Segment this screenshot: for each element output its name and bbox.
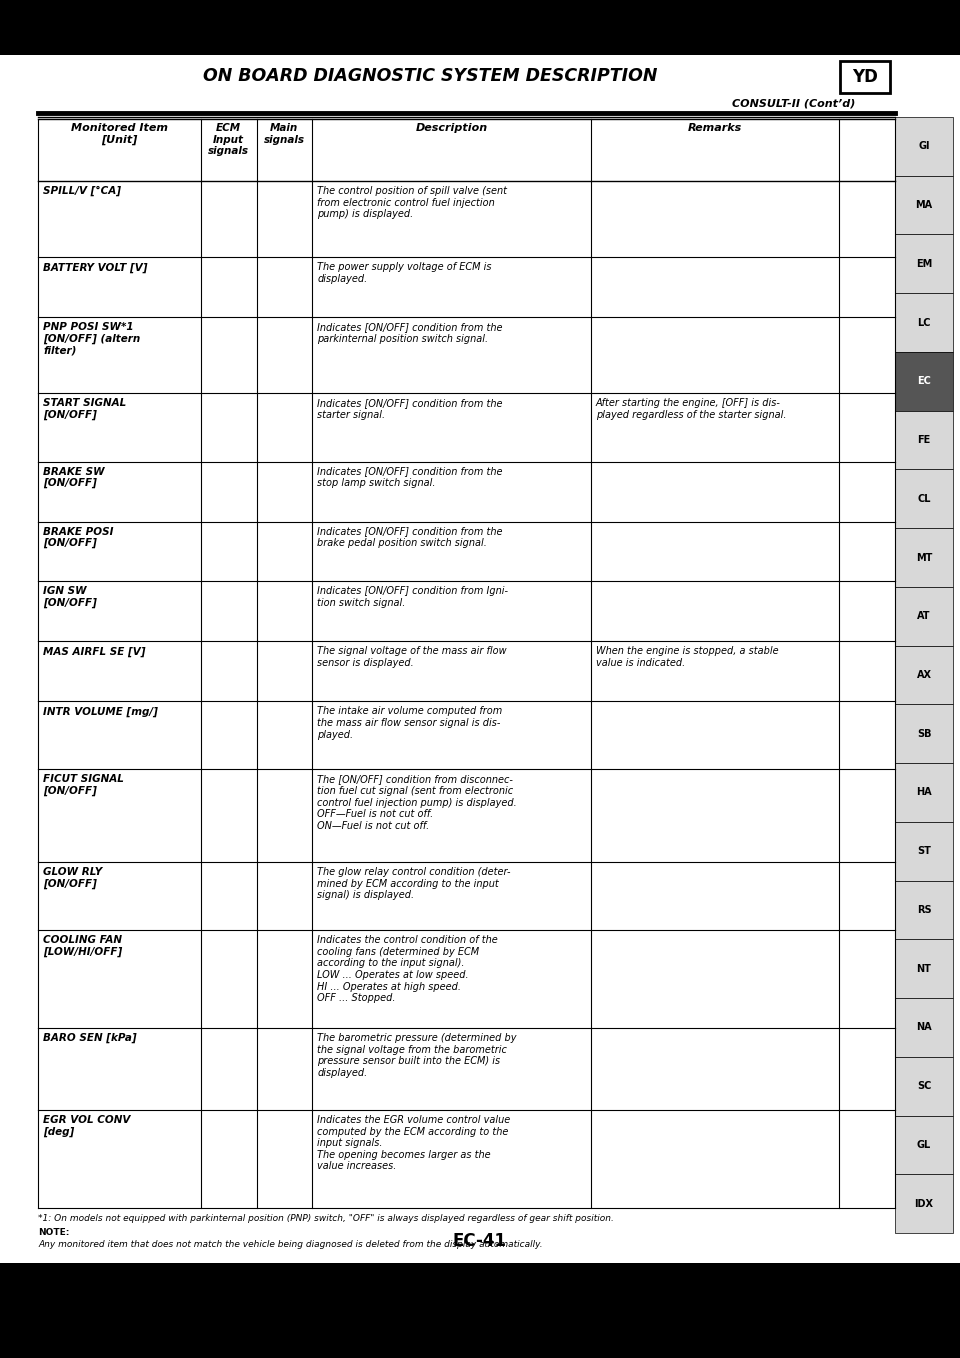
Text: Indicates [ON/OFF] condition from Igni-
tion switch signal.: Indicates [ON/OFF] condition from Igni- … (317, 587, 508, 608)
Bar (895, 175, 953, 235)
Text: EC-41: EC-41 (453, 1232, 507, 1249)
Text: The signal voltage of the mass air flow
sensor is displayed.: The signal voltage of the mass air flow … (317, 646, 507, 668)
Bar (895, 528, 953, 587)
Text: RS: RS (917, 904, 931, 915)
Text: CL: CL (917, 494, 931, 504)
Bar (38, 120, 895, 181)
Text: Any monitored item that does not match the vehicle being diagnosed is deleted fr: Any monitored item that does not match t… (38, 1240, 542, 1249)
Text: When the engine is stopped, a stable
value is indicated.: When the engine is stopped, a stable val… (596, 646, 779, 668)
Bar (895, 822, 953, 880)
Text: MAS AIRFL SE [V]: MAS AIRFL SE [V] (43, 646, 146, 657)
Text: Main
signals: Main signals (264, 124, 305, 144)
Text: GLOW RLY
[ON/OFF]: GLOW RLY [ON/OFF] (43, 866, 103, 889)
Bar (895, 1115, 953, 1175)
Text: START SIGNAL
[ON/OFF]: START SIGNAL [ON/OFF] (43, 398, 127, 421)
Text: Indicates [ON/OFF] condition from the
stop lamp switch signal.: Indicates [ON/OFF] condition from the st… (317, 467, 503, 488)
Bar (895, 352, 953, 410)
Bar (895, 117, 953, 175)
Text: After starting the engine, [OFF] is dis-
played regardless of the starter signal: After starting the engine, [OFF] is dis-… (596, 398, 786, 420)
Text: Indicates [ON/OFF] condition from the
starter signal.: Indicates [ON/OFF] condition from the st… (317, 398, 503, 420)
Text: Indicates the EGR volume control value
computed by the ECM according to the
inpu: Indicates the EGR volume control value c… (317, 1115, 511, 1172)
Text: SC: SC (917, 1081, 931, 1092)
Text: CONSULT-II (Cont’d): CONSULT-II (Cont’d) (732, 99, 855, 109)
Text: MT: MT (916, 553, 932, 562)
Bar (38, 462, 895, 521)
Text: ST: ST (917, 846, 931, 856)
Text: LC: LC (917, 318, 931, 327)
Bar (38, 1109, 895, 1209)
Text: NT: NT (917, 964, 931, 974)
Text: NOTE:: NOTE: (38, 1228, 69, 1237)
Text: Indicates [ON/OFF] condition from the
brake pedal position switch signal.: Indicates [ON/OFF] condition from the br… (317, 527, 503, 549)
Text: The barometric pressure (determined by
the signal voltage from the barometric
pr: The barometric pressure (determined by t… (317, 1033, 516, 1078)
Text: HA: HA (916, 788, 932, 797)
Bar (38, 641, 895, 701)
Bar (38, 770, 895, 862)
Text: BRAKE SW
[ON/OFF]: BRAKE SW [ON/OFF] (43, 467, 105, 489)
Bar (0, 0, 960, 56)
Text: COOLING FAN
[LOW/HI/OFF]: COOLING FAN [LOW/HI/OFF] (43, 936, 122, 957)
Text: The control position of spill valve (sent
from electronic control fuel injection: The control position of spill valve (sen… (317, 186, 507, 219)
Bar (38, 1028, 895, 1109)
Text: IGN SW
[ON/OFF]: IGN SW [ON/OFF] (43, 587, 97, 608)
Text: ON BOARD DIAGNOSTIC SYSTEM DESCRIPTION: ON BOARD DIAGNOSTIC SYSTEM DESCRIPTION (203, 67, 658, 86)
Bar (895, 1057, 953, 1115)
Bar (895, 998, 953, 1057)
Bar (38, 394, 895, 462)
Text: MA: MA (916, 200, 932, 210)
Bar (38, 930, 895, 1028)
Text: EC: EC (917, 376, 931, 386)
Text: The glow relay control condition (deter-
mined by ECM according to the input
sig: The glow relay control condition (deter-… (317, 866, 511, 900)
Bar (0, 1263, 960, 1358)
Text: IDX: IDX (915, 1199, 933, 1209)
Bar (895, 763, 953, 822)
Bar (38, 701, 895, 770)
Text: BATTERY VOLT [V]: BATTERY VOLT [V] (43, 262, 148, 273)
Bar (38, 181, 895, 257)
Bar (895, 470, 953, 528)
Text: SB: SB (917, 729, 931, 739)
Bar (895, 880, 953, 940)
Text: FE: FE (918, 435, 930, 445)
Bar (895, 293, 953, 352)
Text: YD: YD (852, 68, 878, 86)
Text: carmanualsonline.info: carmanualsonline.info (814, 1334, 945, 1347)
Text: Remarks: Remarks (688, 124, 742, 133)
Text: Description: Description (416, 124, 488, 133)
Bar (840, 61, 890, 92)
Text: GL: GL (917, 1139, 931, 1150)
Bar (895, 587, 953, 645)
Text: FICUT SIGNAL
[ON/OFF]: FICUT SIGNAL [ON/OFF] (43, 774, 124, 796)
Text: INTR VOLUME [mg/]: INTR VOLUME [mg/] (43, 706, 157, 717)
Text: Indicates [ON/OFF] condition from the
parkinternal position switch signal.: Indicates [ON/OFF] condition from the pa… (317, 322, 503, 344)
Bar (895, 940, 953, 998)
Text: ECM
Input
signals: ECM Input signals (208, 124, 250, 156)
Bar (38, 862, 895, 930)
Text: Indicates the control condition of the
cooling fans (determined by ECM
according: Indicates the control condition of the c… (317, 936, 498, 1004)
Text: The intake air volume computed from
the mass air flow sensor signal is dis-
play: The intake air volume computed from the … (317, 706, 502, 740)
Bar (895, 235, 953, 293)
Text: Monitored Item
[Unit]: Monitored Item [Unit] (71, 124, 168, 145)
Bar (895, 705, 953, 763)
Bar (895, 645, 953, 705)
Bar (38, 318, 895, 394)
Bar (895, 1175, 953, 1233)
Text: BRAKE POSI
[ON/OFF]: BRAKE POSI [ON/OFF] (43, 527, 113, 549)
Text: SPILL/V [°CA]: SPILL/V [°CA] (43, 186, 121, 197)
Text: The power supply voltage of ECM is
displayed.: The power supply voltage of ECM is displ… (317, 262, 492, 284)
Bar (895, 410, 953, 470)
Text: BARO SEN [kPa]: BARO SEN [kPa] (43, 1033, 136, 1043)
Text: EGR VOL CONV
[deg]: EGR VOL CONV [deg] (43, 1115, 131, 1137)
Bar (38, 257, 895, 318)
Text: NA: NA (916, 1023, 932, 1032)
Text: AX: AX (917, 669, 931, 680)
Bar (38, 581, 895, 641)
Text: *1: On models not equipped with parkinternal position (PNP) switch, "OFF" is alw: *1: On models not equipped with parkinte… (38, 1214, 613, 1224)
Text: GI: GI (919, 141, 929, 151)
Text: EM: EM (916, 259, 932, 269)
Text: The [ON/OFF] condition from disconnec-
tion fuel cut signal (sent from electroni: The [ON/OFF] condition from disconnec- t… (317, 774, 517, 831)
Text: AT: AT (917, 611, 931, 621)
Bar (38, 521, 895, 581)
Text: PNP POSI SW*1
[ON/OFF] (altern
filter): PNP POSI SW*1 [ON/OFF] (altern filter) (43, 322, 140, 356)
